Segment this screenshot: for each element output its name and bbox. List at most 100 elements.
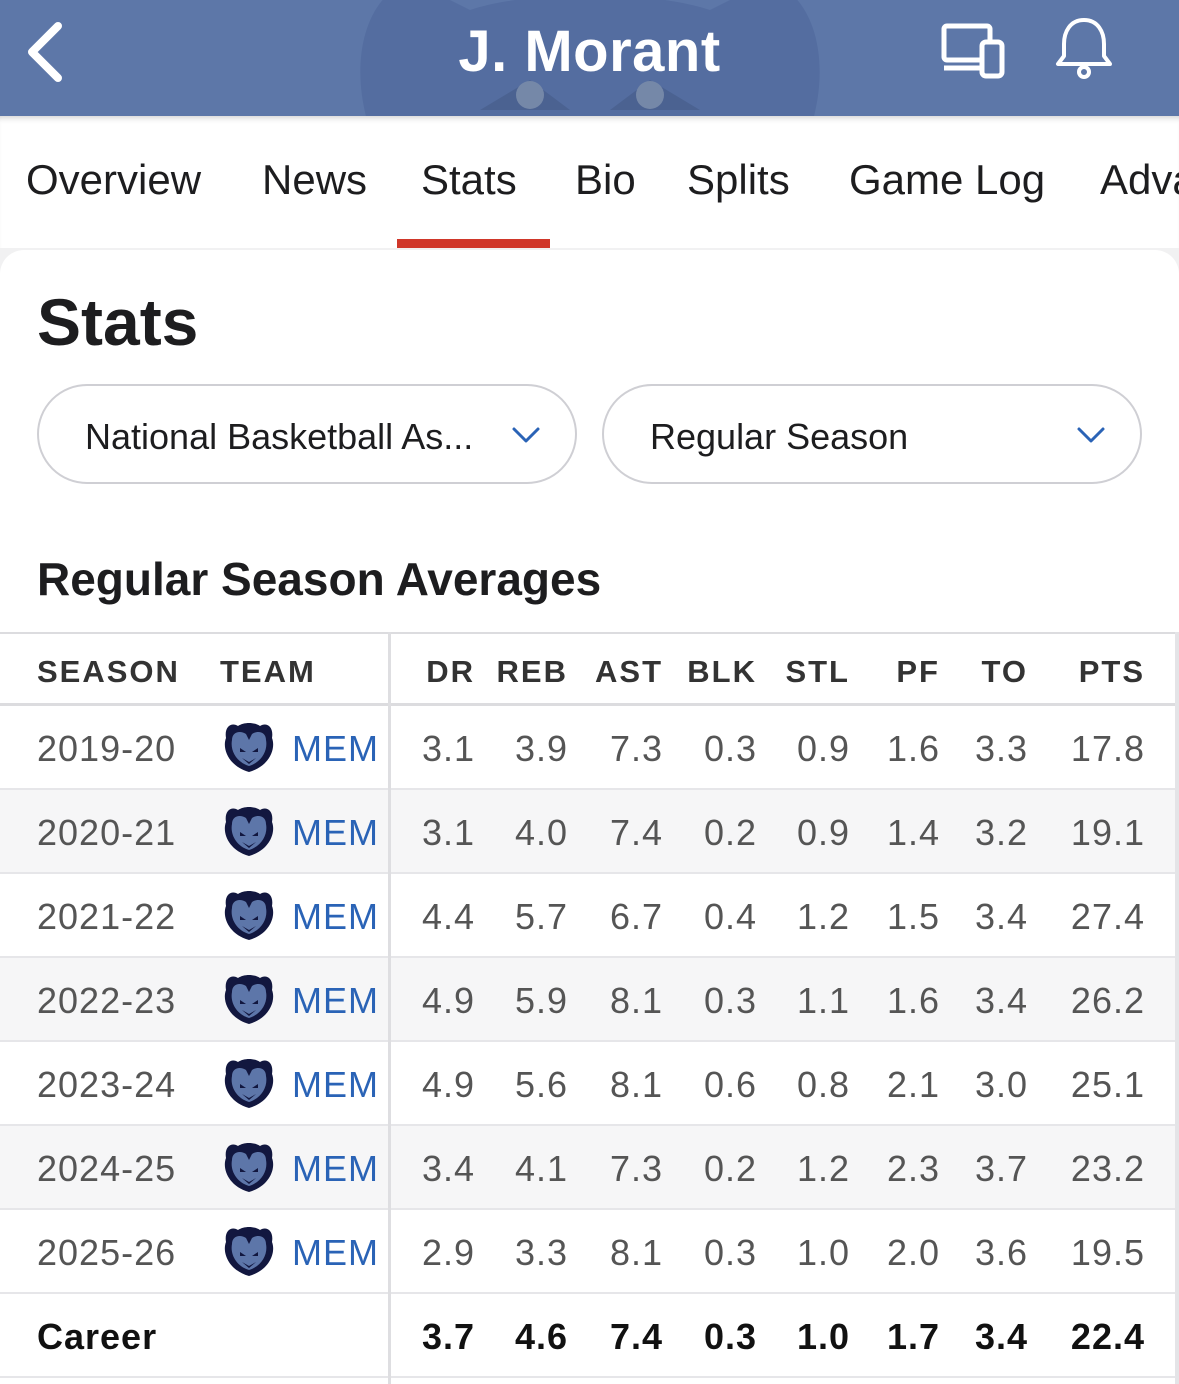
- grizzlies-logo-icon: [220, 718, 278, 776]
- tab-game-log[interactable]: Game Log: [849, 156, 1046, 203]
- table-row: 2022-23 MEM 4.9 5.9 8.1 0.3 1.1 1.6 3.4 26.2: [0, 958, 1179, 1042]
- column-header-pf[interactable]: PF: [896, 654, 940, 689]
- grizzlies-logo-icon: [220, 1138, 278, 1196]
- stats-card: Stats National Basketball As... Regular …: [0, 250, 1179, 1384]
- stat-ast-cell: 7.4: [609, 1316, 663, 1357]
- team-link[interactable]: MEM: [292, 812, 379, 853]
- stat-blk-cell: 0.2: [703, 812, 757, 853]
- team-link[interactable]: MEM: [292, 1148, 379, 1189]
- career-label: Career: [37, 1316, 158, 1357]
- stat-blk-cell: 0.3: [703, 728, 757, 769]
- tab-bar: Overview News Stats Bio Splits Game Log …: [0, 116, 1179, 248]
- stat-reb-cell: 3.3: [514, 1232, 568, 1273]
- stat-blk-cell: 0.4: [703, 896, 757, 937]
- tab-splits[interactable]: Splits: [687, 156, 790, 203]
- stat-pf-cell: 2.0: [886, 1232, 940, 1273]
- stat-to-cell: 3.4: [974, 1316, 1028, 1357]
- season-cell: 2021-22: [37, 896, 177, 937]
- stat-stl-cell: 0.9: [796, 728, 850, 769]
- stat-dr-cell: 4.4: [421, 896, 475, 937]
- column-header-season[interactable]: SEASON: [37, 654, 180, 689]
- devices-icon[interactable]: [940, 20, 1008, 80]
- stat-dr-cell: 3.1: [421, 812, 475, 853]
- table-row: 2019-20 MEM 3.1 3.9 7.3 0.3 0.9 1.6 3.3 17.8: [0, 706, 1179, 790]
- stat-pf-cell: 1.6: [886, 728, 940, 769]
- season-type-dropdown-value: Regular Season: [650, 416, 909, 457]
- stat-to-cell: 3.0: [974, 1064, 1028, 1105]
- stat-to-cell: 3.3: [974, 728, 1028, 769]
- stat-ast-cell: 7.3: [609, 1148, 663, 1189]
- table-edge: [1175, 632, 1179, 1384]
- stat-dr-cell: 3.4: [421, 1148, 475, 1189]
- team-link[interactable]: MEM: [292, 728, 379, 769]
- season-cell: 2024-25: [37, 1148, 177, 1189]
- league-dropdown[interactable]: National Basketball As...: [37, 384, 577, 484]
- column-header-pts[interactable]: PTS: [1078, 654, 1145, 689]
- column-header-dr[interactable]: DR: [426, 654, 475, 689]
- app-header: J. Morant: [0, 0, 1179, 116]
- stat-dr-cell: 4.9: [421, 1064, 475, 1105]
- team-link[interactable]: MEM: [292, 1064, 379, 1105]
- column-header-team[interactable]: TEAM: [220, 654, 316, 689]
- stat-dr-cell: 4.9: [421, 980, 475, 1021]
- stat-ast-cell: 8.1: [609, 1064, 663, 1105]
- stat-to-cell: 3.2: [974, 812, 1028, 853]
- stat-dr-cell: 3.1: [421, 728, 475, 769]
- stat-blk-cell: 0.3: [703, 980, 757, 1021]
- stat-stl-cell: 1.1: [796, 980, 850, 1021]
- stat-pf-cell: 2.1: [886, 1064, 940, 1105]
- column-header-stl[interactable]: STL: [785, 654, 850, 689]
- team-link[interactable]: MEM: [292, 1232, 379, 1273]
- stat-reb-cell: 3.9: [514, 728, 568, 769]
- back-chevron-icon[interactable]: [22, 20, 72, 84]
- stat-stl-cell: 1.2: [796, 896, 850, 937]
- grizzlies-logo-icon: [220, 802, 278, 860]
- team-link[interactable]: MEM: [292, 896, 379, 937]
- stat-reb-cell: 5.9: [514, 980, 568, 1021]
- career-row: Career 3.7 4.6 7.4 0.3 1.0 1.7 3.4 22.4: [0, 1294, 1179, 1378]
- table-row: 2023-24 MEM 4.9 5.6 8.1 0.6 0.8 2.1 3.0 25.1: [0, 1042, 1179, 1126]
- stat-pf-cell: 2.3: [886, 1148, 940, 1189]
- stats-heading: Stats: [37, 285, 199, 359]
- stat-blk-cell: 0.6: [703, 1064, 757, 1105]
- tab-advanced[interactable]: Adva: [1100, 156, 1179, 203]
- stat-stl-cell: 0.8: [796, 1064, 850, 1105]
- stat-pts-cell: 22.4: [1070, 1316, 1145, 1357]
- stat-pts-cell: 26.2: [1070, 980, 1145, 1021]
- stat-pts-cell: 19.5: [1070, 1232, 1145, 1273]
- active-tab-indicator: [397, 239, 550, 248]
- stat-stl-cell: 0.9: [796, 812, 850, 853]
- season-cell: 2025-26: [37, 1232, 177, 1273]
- grizzlies-logo-icon: [220, 1054, 278, 1112]
- column-header-to[interactable]: TO: [981, 654, 1028, 689]
- tab-stats[interactable]: Stats: [421, 156, 517, 203]
- tab-bio[interactable]: Bio: [575, 156, 636, 203]
- grizzlies-logo-icon: [220, 1222, 278, 1280]
- grizzlies-logo-icon: [220, 970, 278, 1028]
- stat-reb-cell: 4.1: [514, 1148, 568, 1189]
- column-header-ast[interactable]: AST: [595, 654, 663, 689]
- section-title: Regular Season Averages: [37, 553, 602, 605]
- stat-reb-cell: 4.0: [514, 812, 568, 853]
- stat-to-cell: 3.7: [974, 1148, 1028, 1189]
- column-header-blk[interactable]: BLK: [687, 654, 757, 689]
- chevron-down-icon: [1077, 427, 1105, 443]
- stat-pf-cell: 1.7: [886, 1316, 940, 1357]
- stat-reb-cell: 4.6: [514, 1316, 568, 1357]
- stat-ast-cell: 6.7: [609, 896, 663, 937]
- stat-pts-cell: 25.1: [1070, 1064, 1145, 1105]
- page-title: J. Morant: [458, 19, 721, 84]
- tab-news[interactable]: News: [262, 156, 368, 203]
- stat-pts-cell: 19.1: [1070, 812, 1145, 853]
- column-header-reb[interactable]: REB: [496, 654, 568, 689]
- stat-stl-cell: 1.0: [796, 1232, 850, 1273]
- bell-icon[interactable]: [1054, 14, 1114, 80]
- season-type-dropdown[interactable]: Regular Season: [602, 384, 1142, 484]
- tab-overview[interactable]: Overview: [26, 156, 202, 203]
- season-cell: 2023-24: [37, 1064, 177, 1105]
- chevron-down-icon: [512, 427, 540, 443]
- season-cell: 2022-23: [37, 980, 177, 1021]
- team-link[interactable]: MEM: [292, 980, 379, 1021]
- team-logo-watermark: [360, 0, 820, 116]
- table-row: 2025-26 MEM 2.9 3.3 8.1 0.3 1.0 2.0 3.6 19.5: [0, 1210, 1179, 1294]
